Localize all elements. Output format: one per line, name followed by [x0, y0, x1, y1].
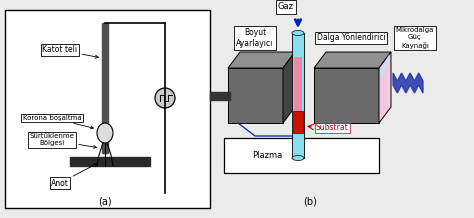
Ellipse shape	[97, 123, 113, 143]
Text: Katot teli: Katot teli	[43, 46, 98, 58]
Text: Gaz: Gaz	[278, 2, 294, 12]
Polygon shape	[314, 68, 379, 123]
Text: Korona boşaltma: Korona boşaltma	[23, 115, 93, 129]
Bar	[102, 23, 108, 153]
Text: Sürtüklenme
Bölgesi: Sürtüklenme Bölgesi	[29, 133, 96, 148]
Text: Anot: Anot	[51, 164, 97, 187]
Ellipse shape	[155, 88, 175, 108]
Text: Substrat: Substrat	[316, 124, 349, 133]
Text: Plazma: Plazma	[252, 152, 282, 160]
Text: Mikrodalga
Güç
Kaynağı: Mikrodalga Güç Kaynağı	[396, 27, 434, 49]
Polygon shape	[228, 68, 283, 123]
Polygon shape	[380, 54, 389, 80]
Text: (a): (a)	[98, 196, 112, 206]
Polygon shape	[314, 52, 391, 68]
Polygon shape	[393, 73, 423, 93]
Bar	[5, 10, 210, 208]
Bar	[293, 111, 303, 133]
Bar	[292, 33, 304, 158]
Bar	[70, 157, 150, 166]
Ellipse shape	[292, 31, 304, 36]
Text: Dalga Yönlendirici: Dalga Yönlendirici	[317, 34, 385, 43]
Bar	[210, 92, 230, 100]
Polygon shape	[379, 52, 391, 123]
Polygon shape	[283, 52, 295, 123]
Bar	[294, 57, 302, 118]
Ellipse shape	[292, 155, 304, 160]
Bar	[224, 138, 379, 173]
Text: Boyut
Ayarlayıcı: Boyut Ayarlayıcı	[237, 28, 273, 48]
Polygon shape	[228, 52, 295, 68]
Text: (b): (b)	[303, 196, 317, 206]
